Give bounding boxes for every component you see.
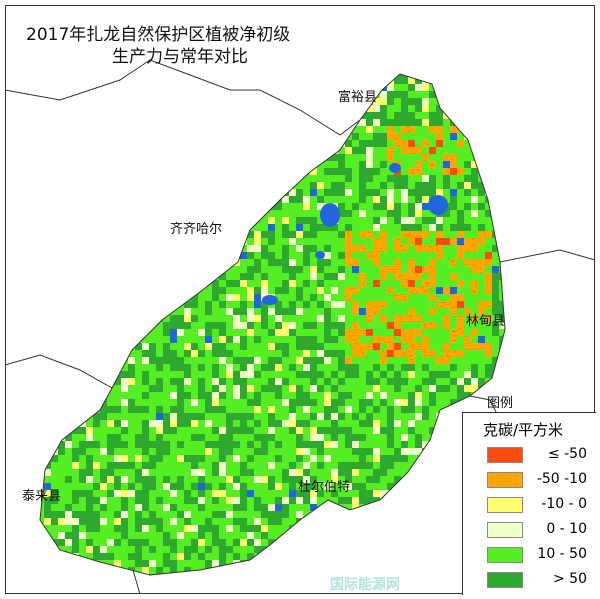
legend-item: 10 - 50 [487, 545, 597, 567]
legend-item: 0 - 10 [487, 520, 597, 542]
lake [262, 295, 278, 305]
lake [315, 251, 325, 259]
place-label-fuyu: 富裕县 [338, 90, 378, 105]
lake [389, 163, 401, 173]
legend-label: 10 - 50 [537, 546, 587, 562]
legend-swatch [487, 572, 523, 588]
place-label-qiqihar: 齐齐哈尔 [170, 222, 223, 237]
place-label-lindian: 林甸县 [466, 314, 506, 329]
place-label-tailai: 泰来县 [22, 489, 62, 504]
legend-unit: 克碳/平方米 [483, 421, 564, 439]
map-title-line2: 生产力与常年对比 [112, 47, 248, 67]
watermark-logo: 国际能源网 [330, 577, 400, 593]
legend-item: > 50 [487, 570, 597, 592]
lake [320, 203, 340, 227]
legend-item: ≤ -50 [487, 445, 597, 467]
legend-item: -10 - 0 [487, 495, 597, 517]
legend-swatch [487, 472, 523, 488]
legend-item: -50 -10 [487, 470, 597, 492]
map-title-line1: 2017年扎龙自然保护区植被净初级 [26, 25, 291, 45]
legend-swatch [487, 522, 523, 538]
legend-pointer-label: 图例 [487, 396, 514, 411]
legend-label: > 50 [553, 571, 587, 587]
legend-label: 0 - 10 [546, 521, 587, 537]
legend-label: ≤ -50 [547, 446, 587, 462]
legend-label: -50 -10 [536, 471, 587, 487]
map-frame [5, 5, 595, 594]
legend-swatch [487, 497, 523, 513]
legend-label: -10 - 0 [541, 496, 587, 512]
place-label-duerbote: 杜尔伯特 [298, 480, 351, 495]
legend: 克碳/平方米 ≤ -50 -50 -10 -10 - 0 0 - 10 10 - 50 >… [462, 412, 596, 595]
lake [428, 195, 448, 215]
legend-swatch [487, 447, 523, 463]
legend-swatch [487, 547, 523, 563]
